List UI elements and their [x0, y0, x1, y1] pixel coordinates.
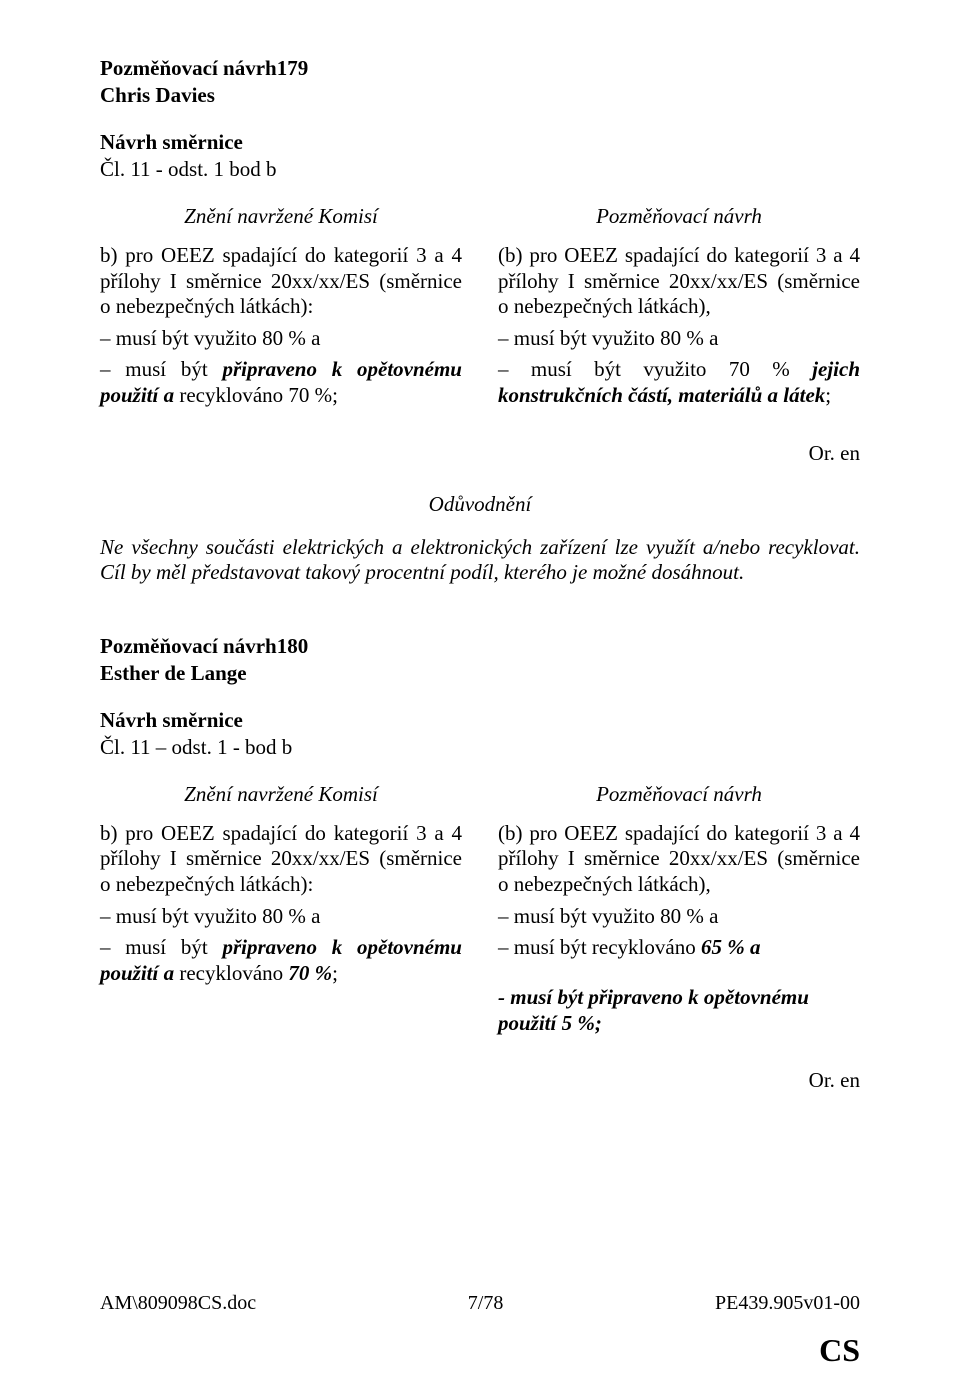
or-en-179: Or. en [100, 441, 860, 466]
right-180-p3: – musí být recyklováno 65 % a [498, 935, 860, 961]
col-left-179-header: Znění navržené Komisí [100, 204, 462, 229]
footer-left: AM\809098CS.doc [100, 1292, 256, 1315]
right-180-p1: (b) pro OEEZ spadající do kategorií 3 a … [498, 821, 860, 898]
footer: AM\809098CS.doc 7/78 PE439.905v01-00 [100, 1292, 860, 1315]
proposal-180-label: Návrh směrnice [100, 708, 860, 733]
left-180-p2: – musí být využito 80 % a [100, 904, 462, 930]
left-180-p1: b) pro OEEZ spadající do kategorií 3 a 4… [100, 821, 462, 898]
col-right-179-header: Pozměňovací návrh [498, 204, 860, 229]
left-179-p1: b) pro OEEZ spadající do kategorií 3 a 4… [100, 243, 462, 320]
left-179-p3: – musí být připraveno k opětovnému použi… [100, 357, 462, 408]
or-en-180: Or. en [100, 1068, 860, 1093]
right-179-p3-pre: – musí být využito 70 % [498, 357, 812, 381]
justification-179-text: Ne všechny součásti elektrických a elekt… [100, 535, 860, 586]
amendment-180-title: Pozměňovací návrh180 [100, 634, 860, 659]
column-headers-179: Znění navržené Komisí Pozměňovací návrh [100, 204, 860, 229]
column-headers-180: Znění navržené Komisí Pozměňovací návrh [100, 782, 860, 807]
col-right-179: (b) pro OEEZ spadající do kategorií 3 a … [498, 243, 860, 415]
right-179-p1: (b) pro OEEZ spadající do kategorií 3 a … [498, 243, 860, 320]
col-right-180: (b) pro OEEZ spadající do kategorií 3 a … [498, 821, 860, 1042]
left-179-p2: – musí být využito 80 % a [100, 326, 462, 352]
page: Pozměňovací návrh179 Chris Davies Návrh … [0, 0, 960, 1397]
proposal-179-label: Návrh směrnice [100, 130, 860, 155]
amendment-179-author: Chris Davies [100, 83, 860, 108]
right-180-p2: – musí být využito 80 % a [498, 904, 860, 930]
col-left-180: b) pro OEEZ spadající do kategorií 3 a 4… [100, 821, 462, 1042]
spacer [498, 967, 860, 985]
right-179-p2: – musí být využito 80 % a [498, 326, 860, 352]
col-left-180-header: Znění navržené Komisí [100, 782, 462, 807]
right-180-p4: - musí být připraveno k opětovnému použi… [498, 985, 860, 1036]
right-179-p3: – musí být využito 70 % jejich konstrukč… [498, 357, 860, 408]
left-180-p3-pre: – musí být [100, 935, 222, 959]
language-code: CS [819, 1332, 860, 1369]
amendment-179-title: Pozměňovací návrh179 [100, 56, 860, 81]
left-179-p3-pre: – musí být [100, 357, 222, 381]
col-right-180-header: Pozměňovací návrh [498, 782, 860, 807]
left-180-p3-bi2: 70 % [288, 961, 332, 985]
right-180-p3-bi: 65 % a [701, 935, 761, 959]
amendment-180-row1: b) pro OEEZ spadající do kategorií 3 a 4… [100, 821, 860, 1042]
article-179-ref: Čl. 11 - odst. 1 bod b [100, 157, 860, 182]
amendment-179-row1: b) pro OEEZ spadající do kategorií 3 a 4… [100, 243, 860, 415]
justification-179-label: Odůvodnění [100, 492, 860, 517]
amendment-180-author: Esther de Lange [100, 661, 860, 686]
right-179-p3-post: ; [825, 383, 831, 407]
left-180-p3-post: ; [332, 961, 338, 985]
footer-right: PE439.905v01-00 [715, 1292, 860, 1315]
article-180-ref: Čl. 11 – odst. 1 - bod b [100, 735, 860, 760]
left-180-p3: – musí být připraveno k opětovnému použi… [100, 935, 462, 986]
left-180-p3-mid: recyklováno [179, 961, 288, 985]
right-180-p3-pre: – musí být recyklováno [498, 935, 701, 959]
left-179-p3-post: recyklováno 70 %; [174, 383, 338, 407]
footer-center: 7/78 [468, 1292, 504, 1315]
col-left-179: b) pro OEEZ spadající do kategorií 3 a 4… [100, 243, 462, 415]
